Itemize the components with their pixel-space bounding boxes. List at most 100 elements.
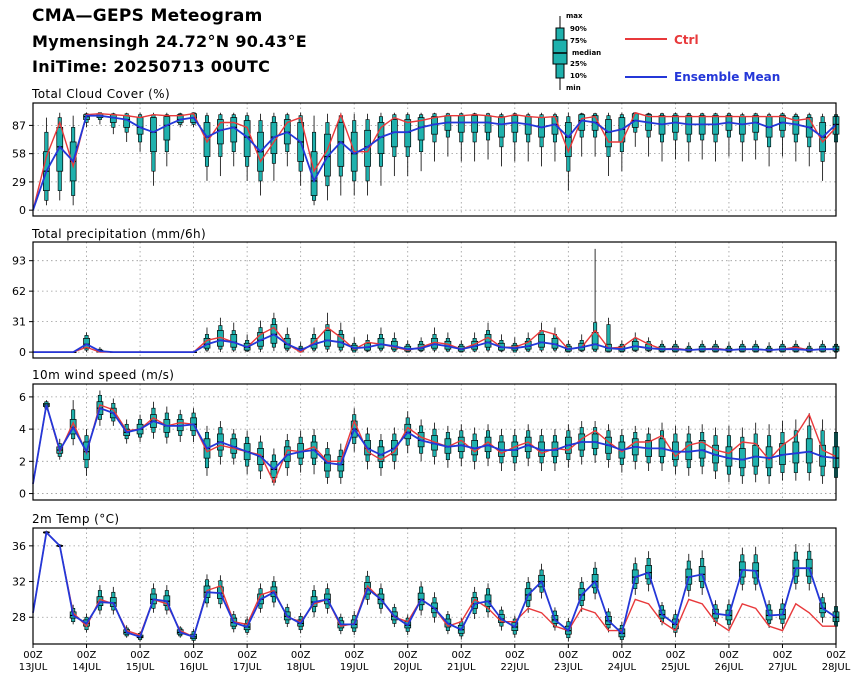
panel-1: Total Cloud Cover (%) 0 29 58 87 (12, 87, 840, 217)
box-outer (606, 324, 611, 353)
box-inner (484, 115, 492, 133)
x-tick-label-time: 00Z (773, 650, 793, 661)
x-tick-label-time: 00Z (184, 650, 204, 661)
box-inner (511, 115, 519, 133)
y-tick-label: 28 (12, 611, 26, 624)
y-tick-label: 36 (12, 540, 26, 553)
init-time-label: IniTime: 20250713 00UTC (32, 57, 271, 76)
y-tick-label: 32 (12, 576, 26, 589)
legend-median-label: median (572, 49, 602, 57)
x-tick-label-date: 20JUL (393, 662, 422, 673)
x-tick-label-time: 00Z (826, 650, 846, 661)
x-tick-label-time: 00Z (612, 650, 632, 661)
y-tick-label: 0 (19, 346, 26, 359)
x-tick-label-date: 15JUL (126, 662, 155, 673)
ensemble-mean-line (32, 530, 837, 639)
panel-frame (32, 102, 837, 217)
x-tick-label-time: 00Z (505, 650, 525, 661)
legend-box-glyph (552, 16, 568, 90)
x-tick-label-time: 00Z (77, 650, 97, 661)
x-axis: 00Z13JUL00Z14JUL00Z15JUL00Z16JUL00Z17JUL… (19, 644, 851, 673)
x-tick-label-date: 14JUL (72, 662, 101, 673)
panel-4: 2m Temp (°C) 28 32 36 (12, 512, 840, 645)
x-tick-label-time: 00Z (130, 650, 150, 661)
x-tick-label-date: 27JUL (768, 662, 797, 673)
box-inner (471, 115, 478, 133)
y-tick-label: 4 (19, 423, 26, 436)
panel-title: 2m Temp (°C) (32, 512, 119, 526)
y-tick-label: 29 (12, 176, 26, 189)
ctrl-line (32, 111, 837, 211)
y-tick-label: 31 (12, 316, 26, 329)
box-inner (498, 116, 505, 138)
y-tick-label: 87 (12, 119, 26, 132)
x-tick-label-date: 26JUL (715, 662, 744, 673)
panel-2: Total precipitation (mm/6h) 0 31 62 93 (12, 227, 840, 359)
y-tick-label: 0 (19, 204, 26, 217)
box-inner (96, 596, 104, 606)
x-tick-label-date: 23JUL (554, 662, 583, 673)
x-tick-label-time: 00Z (237, 650, 257, 661)
x-tick-label-date: 21JUL (447, 662, 476, 673)
legend-p75-label: 75% (570, 37, 587, 45)
y-tick-label: 62 (12, 285, 26, 298)
x-tick-label-date: 24JUL (608, 662, 637, 673)
legend-mean-line (625, 76, 667, 78)
y-tick-label: 93 (12, 255, 26, 268)
box-inner (538, 334, 545, 348)
panel-frame (32, 383, 837, 501)
panel-title: 10m wind speed (m/s) (32, 368, 174, 382)
y-tick-label: 6 (19, 391, 26, 404)
box-inner (605, 119, 612, 148)
panel-title: Total precipitation (mm/6h) (31, 227, 206, 241)
x-tick-label-date: 16JUL (179, 662, 208, 673)
chart-title: CMA—GEPS Meteogram (32, 6, 263, 26)
box-inner (163, 116, 171, 141)
box-inner (324, 330, 331, 347)
box-inner (457, 115, 465, 133)
x-tick-label-time: 00Z (451, 650, 471, 661)
box-inner (578, 114, 586, 131)
location-label: Mymensingh 24.72°N 90.43°E (32, 32, 307, 51)
x-tick-label-date: 13JUL (19, 662, 48, 673)
y-tick-label: 2 (19, 455, 26, 468)
x-tick-label-date: 17JUL (233, 662, 262, 673)
legend-ctrl-label: Ctrl (674, 33, 699, 47)
legend-min-label: min (566, 84, 581, 92)
panel-3: 10m wind speed (m/s) 0 2 4 6 (19, 368, 840, 501)
legend-p90-label: 90% (570, 25, 587, 33)
box-inner (564, 122, 572, 157)
ensemble-mean-line (32, 114, 837, 211)
box-inner (591, 332, 599, 350)
box-inner (150, 117, 157, 153)
x-tick-label-time: 00Z (398, 650, 418, 661)
x-tick-label-date: 19JUL (340, 662, 369, 673)
legend-mean-label: Ensemble Mean (674, 70, 781, 84)
x-tick-label-date: 18JUL (286, 662, 315, 673)
panel-frame (32, 527, 837, 645)
box-inner (243, 120, 251, 157)
x-tick-label-date: 25JUL (661, 662, 690, 673)
legend-max-label: max (566, 12, 583, 20)
x-tick-label-time: 00Z (344, 650, 364, 661)
x-tick-label-time: 00Z (559, 650, 579, 661)
box-inner (725, 446, 733, 467)
box-inner (738, 116, 746, 135)
y-tick-label: 0 (19, 488, 26, 501)
box-inner (203, 122, 211, 157)
box-inner (738, 448, 746, 469)
ensemble-mean-line (33, 333, 836, 354)
legend-p25-label: 25% (570, 60, 587, 68)
x-tick-label-time: 00Z (666, 650, 686, 661)
box-inner (484, 334, 492, 348)
ensemble-mean-line (32, 404, 837, 485)
box-inner (404, 119, 412, 148)
x-tick-label-date: 28JUL (822, 662, 851, 673)
y-tick-label: 58 (12, 148, 26, 161)
x-tick-label-time: 00Z (719, 650, 739, 661)
box-inner (672, 115, 679, 133)
legend-p10-label: 10% (570, 72, 587, 80)
x-tick-label-time: 00Z (23, 650, 43, 661)
panel-frame (32, 241, 837, 359)
